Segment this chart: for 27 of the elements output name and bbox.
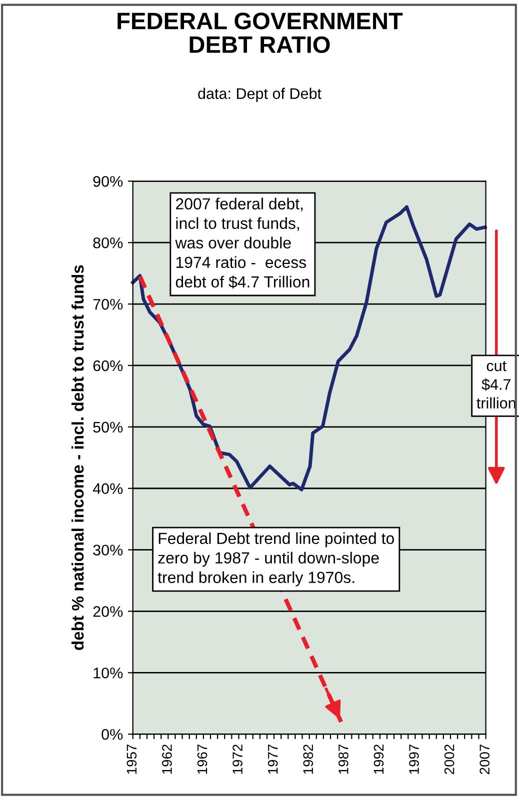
y-axis-title: debt % national income - incl. debt to trust funds bbox=[71, 265, 84, 650]
y-tick-label: 50% bbox=[93, 422, 123, 433]
y-tick-label: 70% bbox=[93, 298, 123, 310]
x-tick-label: 1957 bbox=[126, 744, 137, 774]
x-tick-label: 1972 bbox=[232, 744, 242, 774]
y-tick-label: 80% bbox=[93, 237, 123, 248]
y-tick-label: 60% bbox=[93, 360, 123, 372]
y-tick-label: 0% bbox=[102, 729, 123, 740]
y-tick-label: 30% bbox=[93, 544, 123, 556]
x-tick-label: 1962 bbox=[162, 744, 172, 774]
y-tick-label: 40% bbox=[92, 483, 123, 494]
x-tick-label: 1967 bbox=[197, 744, 208, 774]
y-tick-label: 10% bbox=[94, 668, 123, 678]
annotation: Federal Debt trend line pointed to zero by 1987 - until down-slope trend broken in early 1970s. bbox=[158, 532, 394, 586]
annotation: 2007 federal debt, incl to trust funds, was over double 1974 ratio - ecess debt of $4.7 Trillion bbox=[175, 198, 310, 288]
y-tick-label: 90% bbox=[93, 176, 123, 187]
x-tick-label: 1987 bbox=[338, 744, 348, 774]
x-tick-label: 1997 bbox=[409, 744, 419, 774]
x-tick-label: 1992 bbox=[374, 744, 384, 774]
x-tick-label: 1977 bbox=[268, 744, 278, 774]
chart-title: FEDERAL GOVERNMENT DEBT RATIO bbox=[118, 12, 403, 54]
x-tick-label: 2002 bbox=[444, 744, 454, 774]
chart-subtitle: data: Dept of Debt bbox=[198, 88, 322, 102]
annotation: cut $4.7 trillion bbox=[476, 361, 516, 409]
x-tick-label: 2007 bbox=[480, 744, 490, 774]
x-tick-label: 1982 bbox=[303, 744, 314, 774]
y-tick-label: 20% bbox=[93, 606, 123, 617]
